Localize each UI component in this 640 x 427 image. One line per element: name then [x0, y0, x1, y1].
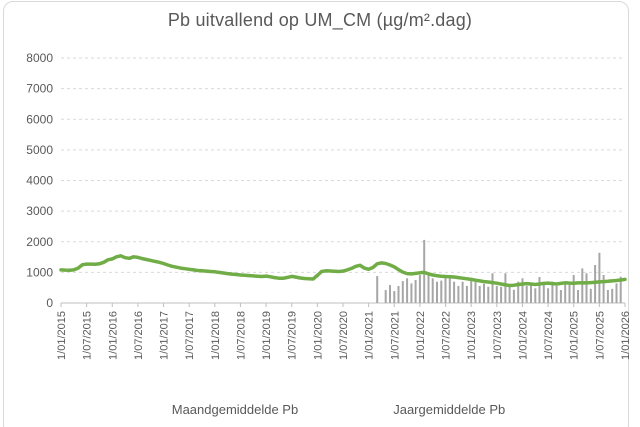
- svg-text:1/07/2021: 1/07/2021: [389, 311, 401, 360]
- legend: Maandgemiddelde Pb Jaargemiddelde Pb: [0, 402, 640, 417]
- svg-text:6000: 6000: [26, 112, 53, 126]
- svg-text:1/01/2022: 1/01/2022: [415, 311, 427, 360]
- svg-text:1/01/2017: 1/01/2017: [159, 311, 171, 360]
- svg-text:1/01/2019: 1/01/2019: [261, 311, 273, 360]
- legend-label-jaargemiddelde: Jaargemiddelde Pb: [393, 402, 506, 417]
- bar-series-swatch: [135, 405, 165, 414]
- svg-text:7000: 7000: [26, 82, 53, 96]
- legend-item-jaargemiddelde: Jaargemiddelde Pb: [350, 402, 505, 417]
- svg-text:1/01/2026: 1/01/2026: [620, 311, 632, 360]
- line-series-swatch: [350, 408, 386, 412]
- svg-text:0: 0: [46, 296, 53, 310]
- svg-text:1/01/2021: 1/01/2021: [364, 311, 376, 360]
- svg-text:1/01/2020: 1/01/2020: [312, 311, 324, 360]
- svg-text:1/07/2016: 1/07/2016: [133, 311, 145, 360]
- svg-text:8000: 8000: [26, 51, 53, 65]
- svg-text:1/07/2018: 1/07/2018: [235, 311, 247, 360]
- svg-text:1/07/2023: 1/07/2023: [492, 311, 504, 360]
- svg-text:1/01/2016: 1/01/2016: [107, 311, 119, 360]
- svg-text:1/07/2019: 1/07/2019: [287, 311, 299, 360]
- svg-text:1/01/2025: 1/01/2025: [569, 311, 581, 360]
- svg-text:1/07/2024: 1/07/2024: [543, 311, 555, 360]
- legend-label-maandgemiddelde: Maandgemiddelde Pb: [171, 402, 299, 417]
- svg-text:1/01/2024: 1/01/2024: [517, 311, 529, 360]
- svg-text:4000: 4000: [26, 174, 53, 188]
- svg-text:5000: 5000: [26, 143, 53, 157]
- svg-text:1000: 1000: [26, 265, 53, 279]
- svg-text:2000: 2000: [26, 235, 53, 249]
- svg-text:1/07/2017: 1/07/2017: [184, 311, 196, 360]
- chart-title: Pb uitvallend op UM_CM (µg/m².dag): [167, 10, 473, 30]
- svg-text:1/07/2025: 1/07/2025: [594, 311, 606, 360]
- svg-text:1/01/2015: 1/01/2015: [56, 311, 68, 360]
- svg-text:1/01/2018: 1/01/2018: [210, 311, 222, 360]
- plot-area: 0 1000 2000 3000 4000 5000 6000 7000 8000 1/01/20…: [26, 51, 632, 360]
- svg-text:1/07/2015: 1/07/2015: [82, 311, 94, 360]
- svg-text:3000: 3000: [26, 204, 53, 218]
- svg-text:1/01/2023: 1/01/2023: [466, 311, 478, 360]
- chart-frame-border: [3, 1, 629, 427]
- svg-text:1/07/2020: 1/07/2020: [338, 311, 350, 360]
- svg-text:1/07/2022: 1/07/2022: [441, 311, 453, 360]
- legend-item-maandgemiddelde: Maandgemiddelde Pb: [135, 402, 298, 417]
